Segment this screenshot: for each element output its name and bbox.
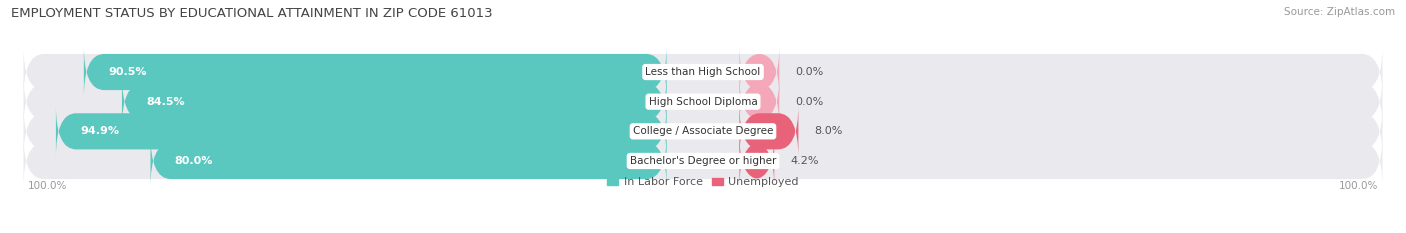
FancyBboxPatch shape xyxy=(84,46,666,98)
Text: Less than High School: Less than High School xyxy=(645,67,761,77)
FancyBboxPatch shape xyxy=(740,46,779,98)
FancyBboxPatch shape xyxy=(24,105,1382,158)
FancyBboxPatch shape xyxy=(24,75,1382,128)
Text: 8.0%: 8.0% xyxy=(814,126,844,136)
Text: 80.0%: 80.0% xyxy=(174,156,214,166)
Text: 4.2%: 4.2% xyxy=(790,156,818,166)
Text: 0.0%: 0.0% xyxy=(796,67,824,77)
Legend: In Labor Force, Unemployed: In Labor Force, Unemployed xyxy=(603,173,803,192)
FancyBboxPatch shape xyxy=(56,105,666,158)
Text: High School Diploma: High School Diploma xyxy=(648,97,758,107)
Text: 84.5%: 84.5% xyxy=(146,97,184,107)
Text: 0.0%: 0.0% xyxy=(796,97,824,107)
FancyBboxPatch shape xyxy=(122,75,666,128)
Text: 90.5%: 90.5% xyxy=(108,67,146,77)
Text: Bachelor's Degree or higher: Bachelor's Degree or higher xyxy=(630,156,776,166)
Text: 100.0%: 100.0% xyxy=(1339,181,1378,191)
FancyBboxPatch shape xyxy=(740,135,775,187)
Text: 100.0%: 100.0% xyxy=(28,181,67,191)
FancyBboxPatch shape xyxy=(24,135,1382,187)
FancyBboxPatch shape xyxy=(24,46,1382,98)
Text: Source: ZipAtlas.com: Source: ZipAtlas.com xyxy=(1284,7,1395,17)
Text: 94.9%: 94.9% xyxy=(80,126,120,136)
Text: EMPLOYMENT STATUS BY EDUCATIONAL ATTAINMENT IN ZIP CODE 61013: EMPLOYMENT STATUS BY EDUCATIONAL ATTAINM… xyxy=(11,7,494,20)
Text: College / Associate Degree: College / Associate Degree xyxy=(633,126,773,136)
FancyBboxPatch shape xyxy=(740,75,779,128)
FancyBboxPatch shape xyxy=(740,105,799,158)
FancyBboxPatch shape xyxy=(150,135,666,187)
